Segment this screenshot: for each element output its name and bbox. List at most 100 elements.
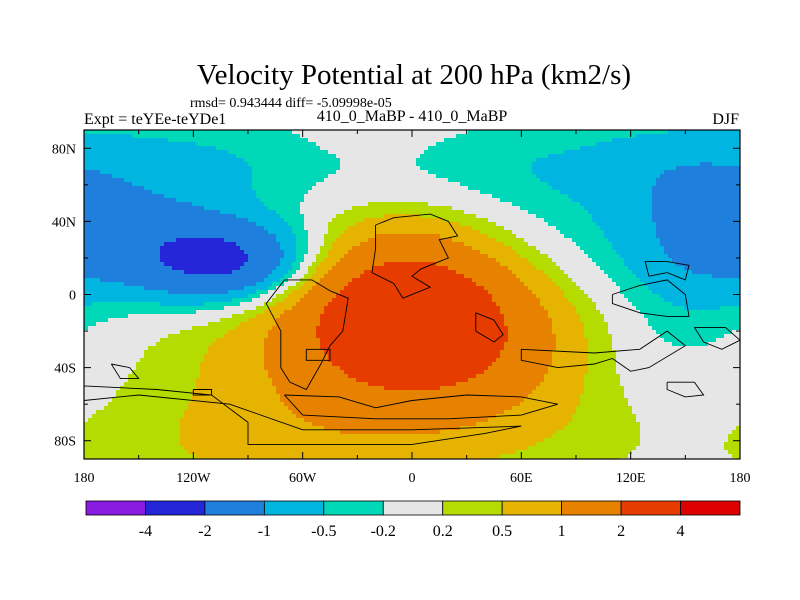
contour-fill-cell [140,358,205,363]
contour-fill-cell [496,238,525,243]
contour-fill-cell [620,290,653,295]
contour-fill-cell [184,446,529,451]
contour-fill-cell [332,242,361,247]
contour-fill-cell [176,198,261,203]
contour-fill-cell [712,162,740,167]
contour-fill-cell [420,214,477,219]
contour-fill-cell [280,394,529,399]
contour-fill-cell [192,390,277,395]
contour-fill-cell [624,386,740,391]
contour-fill-cell [276,322,321,327]
contour-fill-cell [556,226,601,231]
contour-fill-cell [576,406,633,411]
contour-fill-cell [324,306,501,311]
contour-fill-cell [352,206,453,211]
contour-fill-cell [296,242,309,247]
contour-fill-cell [252,178,325,183]
contour-fill-cell [292,230,309,235]
contour-fill-cell [328,230,345,235]
contour-fill-cell [640,310,740,315]
contour-fill-cell [720,306,740,311]
contour-fill-cell [132,134,301,139]
contour-fill-cell [84,382,125,387]
contour-fill-cell [612,338,665,343]
contour-fill-cell [468,186,553,191]
contour-fill-cell [588,366,617,371]
contour-fill-cell [340,166,421,171]
x-tick-label: 60W [289,471,317,486]
contour-fill-cell [144,354,205,359]
contour-fill-cell [104,406,189,411]
contour-fill-cell [340,162,417,167]
contour-fill-cell [616,350,740,355]
contour-fill-cell [612,346,740,351]
contour-fill-cell [692,270,740,275]
contour-fill-cell [640,442,725,447]
contour-fill-cell [540,298,569,303]
contour-fill-cell [624,262,677,267]
contour-fill-cell [492,194,569,199]
contour-fill-cell [568,422,641,427]
contour-fill-cell [336,294,493,299]
contour-fill-cell [528,258,553,263]
coastline-outline [666,381,705,398]
contour-fill-cell [84,150,229,155]
contour-fill-cell [728,434,740,439]
contour-fill-cell [276,286,289,291]
contour-fill-cell [324,274,361,279]
contour-fill-cell [716,338,740,343]
contour-fill-cell [540,302,573,307]
contour-fill-cell [548,310,577,315]
contour-fill-cell [348,282,477,287]
contour-fill-cell [184,270,233,275]
contour-fill-cell [564,150,740,155]
contour-fill-cell [260,198,305,203]
contour-fill-cell [596,222,657,227]
contour-fill-cell [528,394,581,399]
contour-fill-cell [628,454,733,459]
contour-fill-cell [620,286,649,291]
contour-fill-cell [324,426,461,431]
contour-fill-cell [420,166,533,171]
contour-fill-cell [368,238,453,243]
colorbar-level-label: 4 [677,523,685,540]
contour-fill-cell [624,258,673,263]
contour-fill-cell [288,406,513,411]
contour-fill-cell [256,306,269,311]
contour-fill-cell [160,250,245,255]
contour-fill-cell [84,206,205,211]
contour-fill-cell [576,410,633,415]
contour-fill-cell [84,290,169,295]
contour-fill-cell [124,178,253,183]
contour-fill-cell [132,182,253,187]
contour-fill-cell [276,294,289,299]
contour-fill-cell [192,326,237,331]
contour-fill-cell [248,254,285,259]
contour-fill-cell [100,278,265,283]
contour-fill-cell [672,258,740,263]
contour-fill-cell [92,302,161,307]
contour-fill-cell [268,374,349,379]
coastline-outline [110,363,140,380]
contour-fill-cell [520,402,581,407]
contour-fill-cell [464,274,517,279]
contour-fill-cell [516,274,549,279]
contour-fill-cell [280,262,293,267]
contour-fill-cell [252,170,337,175]
season-label: DJF [712,111,739,128]
contour-fill-cell [196,454,501,459]
contour-fill-cell [312,422,477,427]
stats-line: rmsd= 0.943444 diff= -5.09998e-05 [190,96,392,111]
contour-fill-cell [536,442,641,447]
contour-fill-cell [536,294,565,299]
contour-fill-cell [304,282,317,287]
contour-fill-cell [296,246,309,251]
colorbar-swatch [145,500,206,516]
contour-fill-cell [452,206,521,211]
contour-fill-cell [340,430,441,435]
contour-fill-cell [344,370,485,375]
contour-fill-cell [328,250,349,255]
contour-fill-cell [296,414,497,419]
contour-fill-cell [276,266,293,271]
contour-fill-cell [284,298,301,303]
